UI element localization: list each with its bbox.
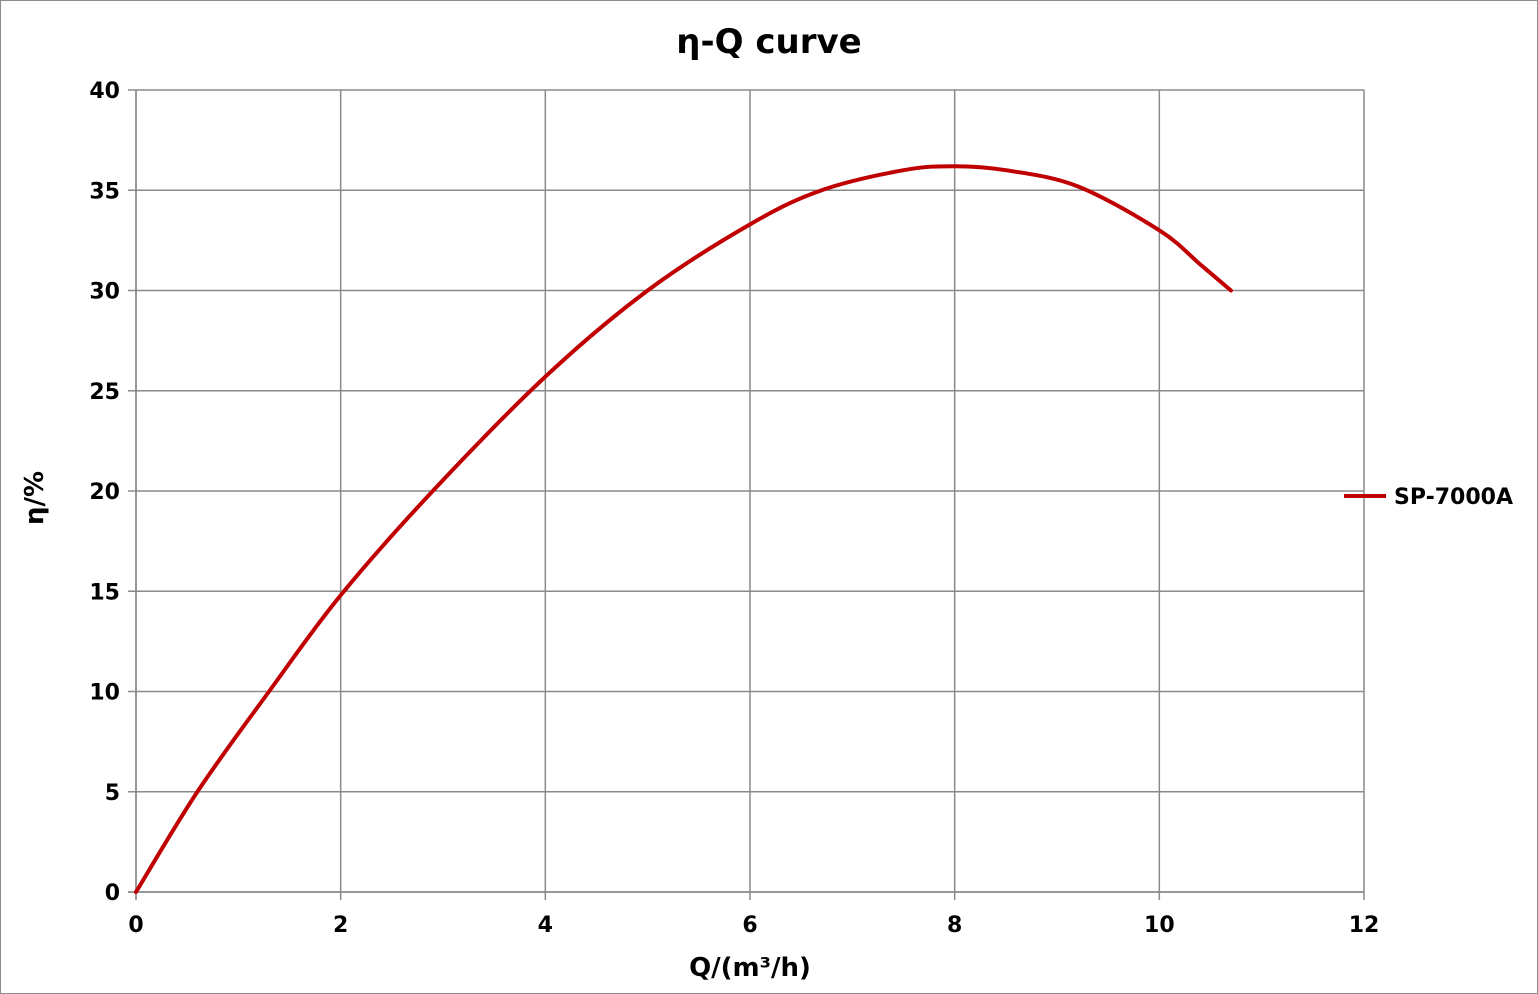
y-tick-label: 20 [89,480,120,505]
series-line [134,164,1233,894]
y-tick-label: 30 [89,280,120,305]
series-lines [134,164,1233,894]
y-tick-label: 25 [89,380,120,405]
y-tick-labels: 0 5 10 15 20 25 30 35 40 [89,79,120,906]
y-tick-label: 10 [89,681,120,706]
grid [135,89,1365,893]
y-tick-label: 15 [89,580,120,605]
x-tick-label: 12 [1349,913,1380,938]
y-tick-label: 5 [105,781,120,806]
chart-title: η-Q curve [676,22,861,62]
x-tick-label: 0 [128,913,143,938]
y-tick-label: 40 [89,79,120,104]
y-axis-label: η/% [20,471,50,525]
y-tick-label: 35 [89,179,120,204]
legend: SP-7000A [1344,485,1513,510]
x-tick-label: 8 [947,913,962,938]
legend-label: SP-7000A [1394,485,1513,510]
x-tick-label: 2 [333,913,348,938]
x-tick-label: 10 [1144,913,1175,938]
x-axis-label: Q/(m³/h) [689,953,811,983]
axes [128,89,1365,900]
x-tick-label: 6 [742,913,757,938]
x-tick-label: 4 [538,913,553,938]
x-tick-labels: 0 2 4 6 8 10 12 [128,913,1379,938]
y-tick-label: 0 [105,881,120,906]
